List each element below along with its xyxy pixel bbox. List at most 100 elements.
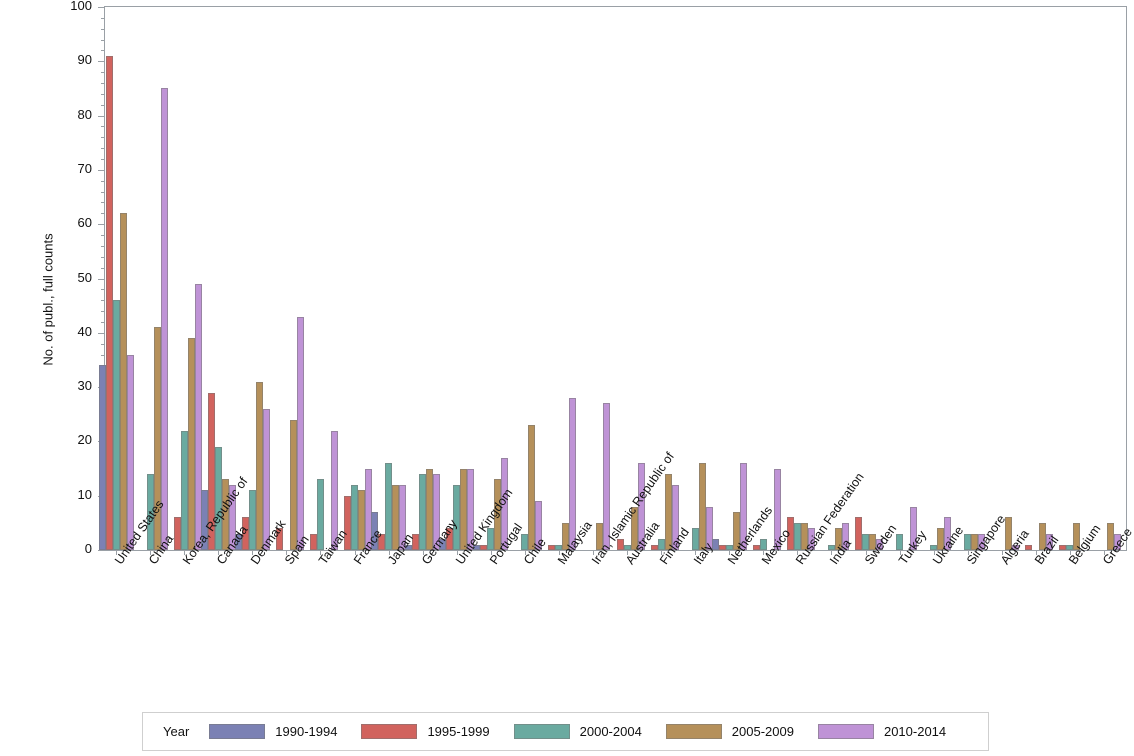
bar bbox=[698, 463, 706, 550]
bar bbox=[262, 408, 270, 550]
legend-item[interactable]: 2005-2009 bbox=[665, 724, 794, 739]
bar bbox=[732, 512, 740, 550]
x-tick bbox=[1001, 550, 1003, 555]
bar bbox=[603, 403, 611, 550]
bar-group bbox=[1052, 7, 1087, 550]
bar bbox=[200, 490, 208, 550]
x-tick bbox=[899, 550, 901, 555]
y-tick-minor bbox=[101, 148, 105, 150]
y-tick-minor bbox=[101, 180, 105, 182]
y-tick-label: 80 bbox=[77, 106, 92, 122]
bar bbox=[214, 446, 222, 550]
x-tick bbox=[695, 550, 697, 555]
bar bbox=[1025, 544, 1033, 550]
bar bbox=[705, 506, 713, 550]
x-tick bbox=[388, 550, 390, 555]
x-tick bbox=[150, 550, 152, 555]
bar-group bbox=[133, 7, 168, 550]
bar bbox=[786, 517, 794, 550]
bar bbox=[399, 484, 407, 550]
legend-item[interactable]: 2010-2014 bbox=[817, 724, 947, 739]
y-tick-minor bbox=[101, 202, 105, 204]
bar bbox=[112, 300, 120, 550]
bar bbox=[910, 506, 918, 550]
x-tick bbox=[218, 550, 220, 555]
plot-border-right bbox=[1126, 7, 1127, 551]
y-tick-minor bbox=[101, 39, 105, 41]
bar-group bbox=[644, 7, 679, 550]
y-tick-label: 100 bbox=[70, 0, 92, 13]
x-tick bbox=[286, 550, 288, 555]
x-tick bbox=[627, 550, 629, 555]
bar bbox=[371, 512, 379, 550]
bar bbox=[289, 419, 297, 550]
bar-group bbox=[848, 7, 883, 550]
y-tick-major bbox=[98, 61, 105, 63]
bar bbox=[419, 473, 427, 550]
bar bbox=[501, 457, 509, 550]
bar bbox=[548, 544, 556, 550]
x-tick bbox=[661, 550, 663, 555]
bar bbox=[1039, 522, 1047, 550]
bar bbox=[160, 88, 168, 550]
bar-group bbox=[541, 7, 577, 550]
bar bbox=[480, 544, 488, 550]
bar bbox=[691, 528, 699, 550]
bar bbox=[255, 381, 263, 550]
x-tick bbox=[1069, 550, 1071, 555]
legend-item[interactable]: 2000-2004 bbox=[513, 724, 642, 739]
bar-group bbox=[337, 7, 372, 550]
bar bbox=[937, 528, 945, 550]
bar bbox=[827, 544, 835, 550]
bar bbox=[596, 522, 604, 550]
y-tick-label: 90 bbox=[77, 52, 92, 68]
bar bbox=[378, 533, 386, 550]
bar bbox=[855, 517, 862, 550]
bar bbox=[1073, 522, 1081, 550]
bar bbox=[1059, 544, 1067, 550]
y-tick-minor bbox=[101, 137, 105, 139]
y-tick-major bbox=[98, 115, 105, 117]
bar bbox=[412, 533, 420, 550]
y-tick-major bbox=[98, 278, 105, 280]
bar bbox=[433, 473, 441, 550]
bar bbox=[221, 479, 229, 550]
bar-group bbox=[303, 7, 338, 550]
bar bbox=[330, 430, 338, 550]
legend-label: 1995-1999 bbox=[427, 724, 490, 739]
bar bbox=[126, 354, 134, 550]
y-tick-minor bbox=[101, 28, 105, 30]
legend-item[interactable]: 1990-1994 bbox=[209, 724, 337, 739]
x-tick bbox=[354, 550, 356, 555]
bar bbox=[494, 479, 502, 550]
bar bbox=[187, 338, 195, 550]
x-tick bbox=[797, 550, 799, 555]
legend-swatch bbox=[513, 724, 570, 739]
bar bbox=[759, 539, 767, 550]
legend-item[interactable]: 1995-1999 bbox=[361, 724, 490, 739]
bar bbox=[616, 539, 624, 550]
bar bbox=[869, 533, 876, 550]
bar bbox=[1046, 533, 1054, 550]
bar bbox=[623, 544, 631, 550]
bar bbox=[248, 490, 256, 550]
bar bbox=[275, 528, 283, 550]
x-tick bbox=[865, 550, 867, 555]
bar bbox=[153, 327, 161, 550]
bar bbox=[562, 522, 570, 550]
legend-swatch bbox=[665, 724, 722, 739]
bar bbox=[392, 484, 400, 550]
legend-label: 2000-2004 bbox=[579, 724, 642, 739]
bar-group bbox=[575, 7, 611, 550]
legend-label: 2010-2014 bbox=[883, 724, 947, 739]
bar bbox=[650, 544, 658, 550]
bar bbox=[841, 522, 849, 550]
bar-group bbox=[1086, 7, 1122, 550]
bar bbox=[862, 533, 869, 550]
bar bbox=[309, 533, 317, 550]
bar bbox=[1107, 522, 1115, 550]
y-tick-minor bbox=[101, 93, 105, 95]
x-tick bbox=[252, 550, 254, 555]
bar bbox=[473, 544, 481, 550]
